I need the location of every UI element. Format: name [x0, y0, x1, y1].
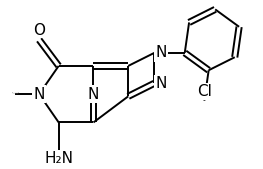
Text: –: – [12, 87, 19, 101]
Text: N: N [155, 45, 167, 60]
Text: O: O [33, 23, 45, 38]
Text: N: N [88, 87, 99, 102]
Text: Cl: Cl [197, 84, 212, 99]
Text: N: N [33, 87, 45, 102]
Text: N: N [155, 76, 167, 91]
Text: H₂N: H₂N [44, 151, 73, 166]
Text: –: – [12, 87, 19, 101]
